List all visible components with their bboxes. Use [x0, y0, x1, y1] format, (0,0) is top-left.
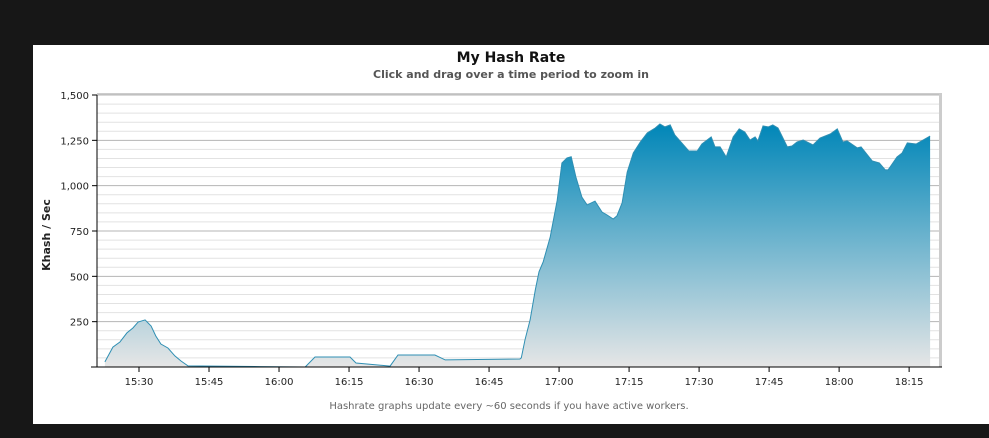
plot-right-border — [939, 93, 942, 367]
x-tick-label: 16:00 — [265, 377, 294, 388]
chart-subtitle: Click and drag over a time period to zoo… — [373, 68, 649, 81]
x-tick-label: 17:00 — [545, 377, 574, 388]
x-tick-label: 18:00 — [825, 377, 854, 388]
update-footnote: Hashrate graphs update every ~60 seconds… — [329, 401, 689, 412]
hashrate-line — [104, 123, 931, 368]
y-tick-label: 1,250 — [60, 136, 89, 147]
hashrate-chart[interactable]: 250 500 750 1,000 1,250 1,500 15:30 15:45 16:00 1… — [33, 45, 989, 424]
x-tick-label: 16:15 — [335, 377, 364, 388]
chart-title: My Hash Rate — [456, 50, 566, 66]
y-tick-label: 500 — [70, 272, 89, 283]
y-axis-label: Khash / Sec — [40, 199, 53, 271]
x-tick-label: 16:30 — [405, 377, 434, 388]
x-tick-label: 17:30 — [685, 377, 714, 388]
x-tick-label: 17:45 — [755, 377, 784, 388]
y-tick-label: 1,500 — [60, 91, 89, 102]
x-tick-label: 17:15 — [615, 377, 644, 388]
x-tick-label: 15:30 — [125, 377, 154, 388]
x-tick-label: 16:45 — [475, 377, 504, 388]
y-tick-label: 250 — [70, 318, 89, 329]
hashrate-area — [104, 124, 931, 367]
plot-top-border — [97, 93, 939, 95]
y-tick-label: 750 — [70, 227, 89, 238]
hashrate-chart-panel: My Hash Rate Click and drag over a time … — [33, 45, 989, 424]
y-tick-label: 1,000 — [60, 182, 89, 193]
x-tick-label: 15:45 — [195, 377, 224, 388]
x-tick-label: 18:15 — [895, 377, 924, 388]
